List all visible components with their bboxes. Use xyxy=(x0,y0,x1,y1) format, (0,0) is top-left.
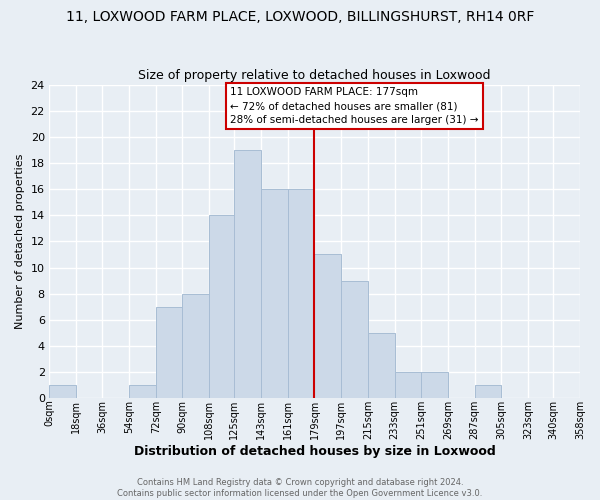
Bar xyxy=(395,372,421,398)
Y-axis label: Number of detached properties: Number of detached properties xyxy=(15,154,25,329)
Bar xyxy=(368,333,395,398)
Bar xyxy=(235,150,261,398)
X-axis label: Distribution of detached houses by size in Loxwood: Distribution of detached houses by size … xyxy=(134,444,496,458)
Bar xyxy=(314,254,341,398)
Bar xyxy=(129,385,156,398)
Bar xyxy=(209,215,236,398)
Bar xyxy=(49,385,76,398)
Title: Size of property relative to detached houses in Loxwood: Size of property relative to detached ho… xyxy=(138,69,491,82)
Bar xyxy=(475,385,502,398)
Text: Contains HM Land Registry data © Crown copyright and database right 2024.
Contai: Contains HM Land Registry data © Crown c… xyxy=(118,478,482,498)
Text: 11, LOXWOOD FARM PLACE, LOXWOOD, BILLINGSHURST, RH14 0RF: 11, LOXWOOD FARM PLACE, LOXWOOD, BILLING… xyxy=(66,10,534,24)
Bar xyxy=(341,280,368,398)
Bar xyxy=(156,306,182,398)
Bar xyxy=(288,189,314,398)
Bar xyxy=(421,372,448,398)
Bar xyxy=(261,189,288,398)
Bar xyxy=(182,294,209,398)
Text: 11 LOXWOOD FARM PLACE: 177sqm
← 72% of detached houses are smaller (81)
28% of s: 11 LOXWOOD FARM PLACE: 177sqm ← 72% of d… xyxy=(230,87,478,125)
